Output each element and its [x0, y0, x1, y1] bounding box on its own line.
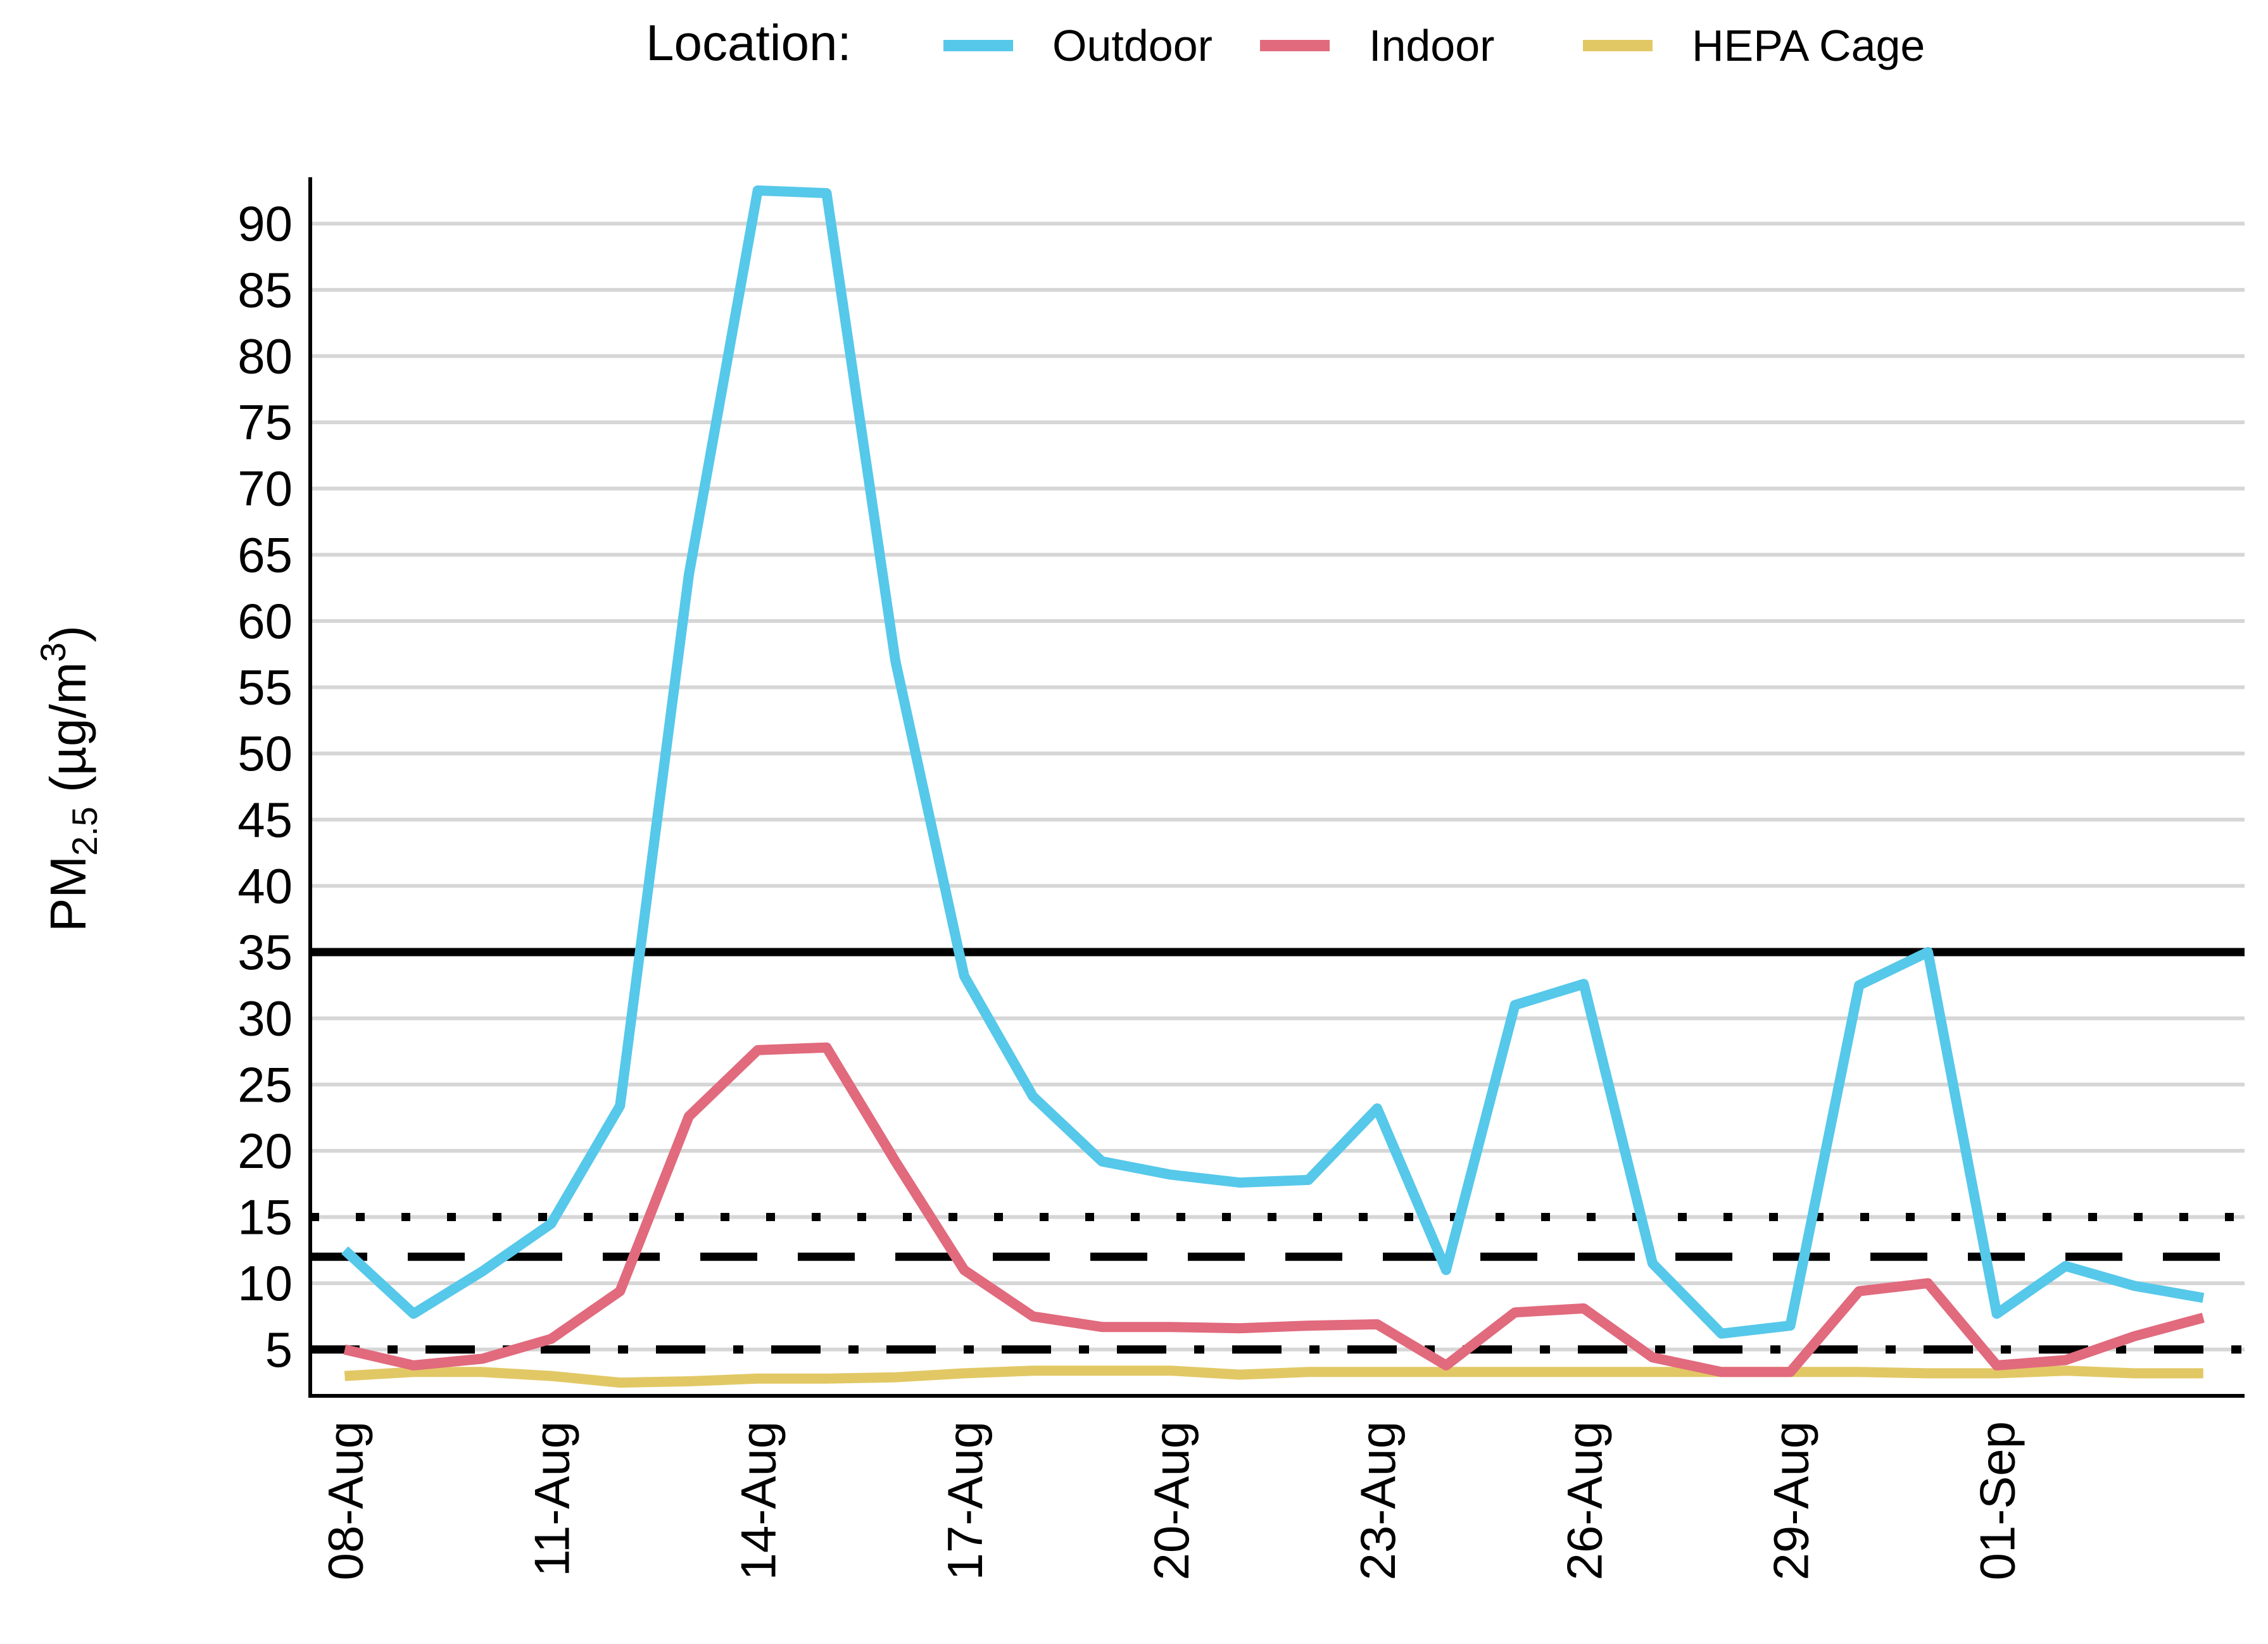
y-tick-label: 60: [237, 593, 293, 649]
y-tick-label: 35: [237, 924, 293, 980]
legend-label-outdoor: Outdoor: [1052, 21, 1213, 70]
x-tick-label: 23-Aug: [1350, 1421, 1406, 1581]
y-tick-label: 75: [237, 394, 293, 450]
y-tick-label: 45: [237, 792, 293, 848]
y-tick-label: 85: [237, 262, 293, 318]
y-tick-label: 65: [237, 527, 293, 582]
x-tick-label: 11-Aug: [524, 1421, 580, 1577]
x-tick-label: 26-Aug: [1556, 1421, 1612, 1581]
y-label-unit-sup: 3: [33, 643, 73, 662]
series-line-hepa-cage: [344, 1365, 2203, 1388]
y-label-sub: 2.5: [65, 806, 104, 856]
y-tick-label: 25: [237, 1057, 293, 1112]
series-lines: [341, 185, 2205, 1388]
x-tick-label: 17-Aug: [937, 1421, 993, 1581]
y-tick-label: 5: [265, 1322, 293, 1377]
x-tick-label: 20-Aug: [1143, 1421, 1199, 1581]
y-tick-label: 10: [237, 1255, 293, 1311]
y-label-unit-pre: (µg/m: [40, 662, 96, 806]
y-label-main: PM: [40, 856, 96, 932]
y-axis-label: PM2.5 (µg/m3): [33, 625, 104, 932]
y-tick-labels: 5 10 15 20 25 30 35 40 45 50 55 60 65 70 75 80 85 90: [237, 196, 293, 1377]
y-tick-label: 90: [237, 196, 293, 251]
y-tick-label: 30: [237, 991, 293, 1046]
x-tick-label: 01-Sep: [1970, 1421, 2025, 1581]
y-label-unit-post: ): [40, 625, 96, 643]
y-tick-label: 80: [237, 328, 293, 384]
y-tick-label: 15: [237, 1189, 293, 1245]
x-tick-label: 08-Aug: [317, 1421, 373, 1581]
legend-title: Location:: [646, 15, 852, 71]
x-tick-label: 14-Aug: [731, 1421, 786, 1581]
y-tick-label: 55: [237, 660, 293, 715]
series-line-outdoor: [341, 185, 2205, 1339]
legend: Location: Outdoor Indoor HEPA Cage: [646, 15, 1925, 71]
y-tick-label: 40: [237, 858, 293, 913]
y-tick-label: 50: [237, 725, 293, 781]
axes: [308, 177, 2245, 1398]
legend-label-hepa-cage: HEPA Cage: [1692, 21, 1925, 70]
legend-label-indoor: Indoor: [1369, 21, 1494, 70]
series-line-indoor: [343, 1042, 2205, 1377]
x-tick-label: 29-Aug: [1763, 1421, 1818, 1581]
y-tick-label: 70: [237, 461, 293, 517]
y-tick-label: 20: [237, 1123, 293, 1179]
x-tick-labels: 08-Aug 11-Aug 14-Aug 17-Aug 20-Aug 23-Aug 26-A…: [317, 1421, 2025, 1581]
